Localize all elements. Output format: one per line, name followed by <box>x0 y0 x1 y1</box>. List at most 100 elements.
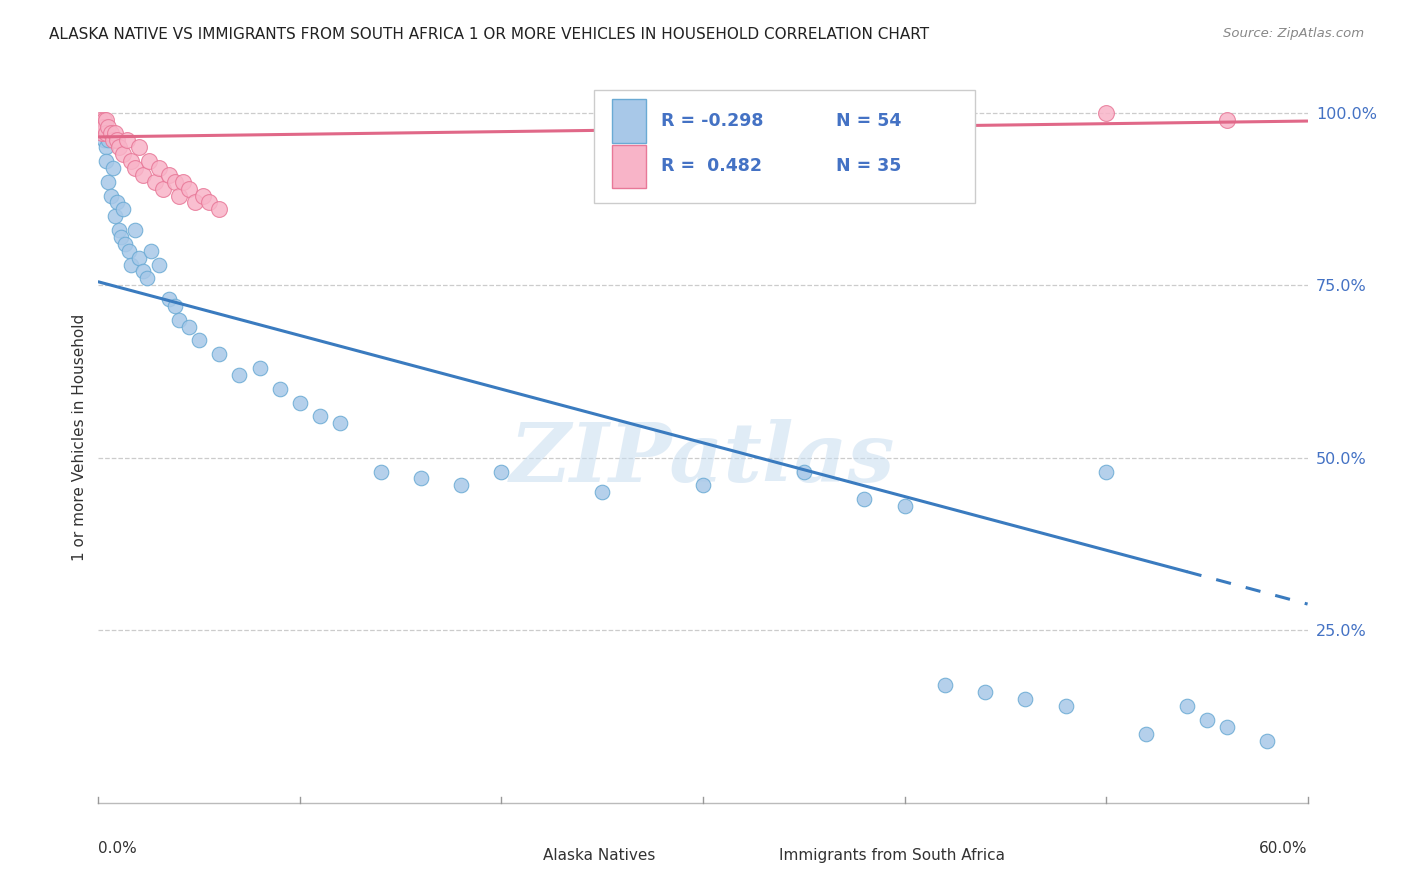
Point <box>409 471 432 485</box>
Text: Immigrants from South Africa: Immigrants from South Africa <box>779 848 1005 863</box>
Point <box>138 154 160 169</box>
Text: 0.0%: 0.0% <box>98 841 138 855</box>
Point <box>157 292 180 306</box>
Point <box>1195 713 1218 727</box>
Point <box>135 271 157 285</box>
Point <box>793 465 815 479</box>
Point <box>120 154 142 169</box>
Point <box>692 478 714 492</box>
FancyBboxPatch shape <box>613 145 647 188</box>
Point <box>93 120 115 134</box>
Point <box>132 168 155 182</box>
Point <box>193 188 215 202</box>
FancyBboxPatch shape <box>613 99 647 143</box>
Point <box>91 120 114 134</box>
Point <box>1014 692 1036 706</box>
Point <box>491 465 513 479</box>
Point <box>91 127 114 141</box>
Point <box>1054 699 1077 714</box>
Point <box>124 223 146 237</box>
Point <box>124 161 146 175</box>
Point <box>172 175 194 189</box>
Point <box>450 478 472 492</box>
Text: R = -0.298: R = -0.298 <box>661 112 763 130</box>
Text: N = 35: N = 35 <box>837 158 901 176</box>
Point <box>167 188 190 202</box>
Point <box>329 417 352 431</box>
Point <box>249 361 271 376</box>
Point <box>1256 733 1278 747</box>
Point <box>152 182 174 196</box>
Point <box>93 133 115 147</box>
Point <box>179 182 201 196</box>
Point <box>198 195 221 210</box>
FancyBboxPatch shape <box>503 842 534 869</box>
Point <box>97 120 120 134</box>
Point <box>1216 112 1239 127</box>
Point <box>208 347 231 361</box>
Point <box>96 127 118 141</box>
Point <box>1095 465 1118 479</box>
Point <box>179 319 201 334</box>
Point <box>934 678 956 692</box>
Point <box>96 112 118 127</box>
Point <box>105 195 128 210</box>
Point <box>97 175 120 189</box>
Point <box>163 299 186 313</box>
Point <box>188 334 211 348</box>
Point <box>148 161 170 175</box>
Point <box>167 312 190 326</box>
Point <box>103 209 125 223</box>
Point <box>309 409 332 424</box>
Point <box>105 133 128 147</box>
FancyBboxPatch shape <box>740 842 769 869</box>
Point <box>1135 727 1157 741</box>
Point <box>89 120 111 134</box>
Point <box>97 133 120 147</box>
Point <box>93 112 115 127</box>
Point <box>288 395 311 409</box>
Point <box>107 223 129 237</box>
Point <box>91 127 114 141</box>
Point <box>89 112 111 127</box>
Point <box>853 492 876 507</box>
Point <box>100 127 122 141</box>
Point <box>128 140 150 154</box>
Point <box>96 140 118 154</box>
Text: Alaska Natives: Alaska Natives <box>543 848 655 863</box>
Text: ZIPatlas: ZIPatlas <box>510 419 896 499</box>
Point <box>1216 720 1239 734</box>
FancyBboxPatch shape <box>595 90 976 203</box>
Point <box>101 161 124 175</box>
Point <box>89 120 111 134</box>
Text: N = 54: N = 54 <box>837 112 901 130</box>
Point <box>132 264 155 278</box>
Point <box>893 499 915 513</box>
Point <box>591 485 613 500</box>
Point <box>107 140 129 154</box>
Text: R =  0.482: R = 0.482 <box>661 158 762 176</box>
Point <box>111 202 134 217</box>
Point <box>163 175 186 189</box>
Point <box>96 154 118 169</box>
Text: 60.0%: 60.0% <box>1260 841 1308 855</box>
Point <box>157 168 180 182</box>
Point <box>370 465 392 479</box>
Point <box>143 175 166 189</box>
Point <box>974 685 997 699</box>
Point <box>1095 105 1118 120</box>
Point <box>114 236 136 251</box>
Text: ALASKA NATIVE VS IMMIGRANTS FROM SOUTH AFRICA 1 OR MORE VEHICLES IN HOUSEHOLD CO: ALASKA NATIVE VS IMMIGRANTS FROM SOUTH A… <box>49 27 929 42</box>
Point <box>101 133 124 147</box>
Point <box>139 244 162 258</box>
Point <box>208 202 231 217</box>
Point <box>184 195 207 210</box>
Point <box>115 133 138 147</box>
Text: Source: ZipAtlas.com: Source: ZipAtlas.com <box>1223 27 1364 40</box>
Point <box>120 258 142 272</box>
Point <box>100 188 122 202</box>
Point <box>111 147 134 161</box>
Point <box>128 251 150 265</box>
Point <box>103 127 125 141</box>
Y-axis label: 1 or more Vehicles in Household: 1 or more Vehicles in Household <box>72 313 87 561</box>
